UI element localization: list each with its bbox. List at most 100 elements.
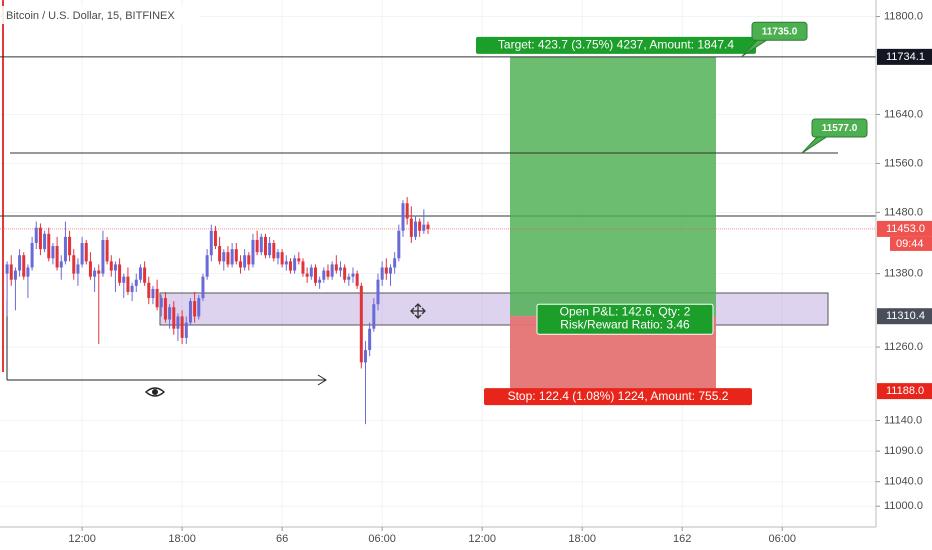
y-tick-label: 11000.0 — [884, 500, 923, 512]
y-tick-label: 11480.0 — [884, 206, 923, 218]
candle-body — [80, 242, 84, 265]
candle-body — [130, 285, 134, 292]
stop-label-bg — [484, 388, 752, 406]
price-axis-label-bg — [877, 48, 932, 65]
candle-body — [426, 224, 430, 229]
rr-label: Risk/Reward Ratio: 3.46 — [560, 317, 690, 331]
x-tick-label: 18:00 — [168, 533, 196, 545]
x-tick-label: 12:00 — [68, 533, 96, 545]
countdown-bg — [890, 236, 932, 251]
candle-body — [209, 230, 213, 256]
arrow-head — [317, 374, 327, 386]
candle-body — [234, 249, 238, 262]
candle-body — [334, 264, 338, 271]
candle-body — [259, 236, 263, 253]
y-tick-label: 11040.0 — [884, 476, 923, 488]
candle-body — [168, 307, 172, 320]
candle-body — [188, 301, 192, 323]
candle-body — [359, 285, 363, 363]
candle-body — [76, 264, 80, 274]
candle-body — [401, 203, 405, 231]
candle-body — [151, 288, 155, 299]
candle-body — [263, 236, 267, 256]
candle-body — [301, 261, 305, 274]
y-tick-label: 11090.0 — [884, 445, 923, 457]
candle-body — [184, 322, 188, 338]
callout-box — [811, 118, 868, 138]
candle-body — [313, 267, 317, 283]
candle-body — [43, 233, 47, 250]
candle-body — [318, 279, 322, 283]
candle-body — [405, 203, 409, 219]
candle-body — [388, 267, 392, 274]
candle-body — [118, 264, 122, 283]
candle-body — [393, 258, 397, 268]
overlay: Target: 423.7 (3.75%) 4237, Amount: 1847… — [476, 21, 868, 406]
candle-body — [272, 242, 276, 259]
y-tick-label: 11640.0 — [884, 108, 923, 120]
candle-body — [213, 230, 217, 247]
price-axis-label: 11310.4 — [886, 310, 925, 322]
callout-box — [751, 21, 808, 41]
candle-body — [172, 307, 176, 329]
candle-body — [134, 279, 138, 286]
candle-body — [68, 236, 72, 256]
candle-body — [372, 304, 376, 329]
price-axis-label: 11453.0 — [886, 223, 925, 235]
candle-body — [122, 276, 126, 283]
candle-body — [384, 267, 388, 274]
x-tick-label: 06:00 — [368, 533, 396, 545]
axes: 11800.0 11640.0 11560.0 11480.0 11380.0 11260… — [68, 10, 932, 545]
candle-body — [230, 249, 234, 265]
y-tick-label: 11560.0 — [884, 157, 923, 169]
candle-body — [9, 264, 13, 280]
candle-body — [113, 264, 117, 271]
candle-body — [47, 233, 51, 259]
stop-label: Stop: 122.4 (1.08%) 1224, Amount: 755.2 — [508, 389, 729, 403]
candle-body — [59, 261, 63, 268]
candle-body — [297, 258, 301, 262]
price-axis-label-bg — [877, 308, 932, 325]
candle-body — [84, 242, 88, 262]
candle-body — [363, 350, 367, 363]
callout-label: 11577.0 — [822, 123, 858, 134]
candle-body — [72, 255, 76, 274]
candle-body — [101, 239, 105, 274]
candle-body — [5, 264, 9, 274]
candle-body — [176, 316, 180, 329]
x-tick-label: 12:00 — [468, 533, 496, 545]
y-tick-label: 11140.0 — [884, 414, 922, 426]
candle-body — [276, 252, 280, 259]
candles — [5, 197, 430, 425]
candle-body — [147, 282, 151, 299]
price-axis-label: 11188.0 — [886, 385, 924, 397]
candle-body — [351, 273, 355, 277]
candle-body — [201, 276, 205, 299]
candle-body — [255, 239, 259, 253]
candle-body — [109, 261, 113, 271]
candle-body — [38, 227, 42, 250]
candle-body — [326, 270, 330, 277]
eye-icon[interactable] — [144, 387, 166, 397]
title-bg — [2, 6, 200, 24]
candle-body — [126, 276, 130, 292]
candle-body — [93, 270, 97, 277]
range-rectangle[interactable] — [159, 292, 829, 326]
candle-body — [268, 242, 272, 256]
candle-body — [97, 270, 101, 274]
candle-body — [288, 261, 292, 271]
candle-body — [293, 258, 297, 271]
candle-body — [163, 298, 167, 320]
candle-body — [55, 246, 59, 268]
x-tick-label: 06:00 — [768, 533, 796, 545]
candle-body — [13, 270, 17, 280]
candle-body — [226, 252, 230, 265]
x-tick-label: 162 — [673, 533, 691, 545]
candle-body — [159, 298, 163, 308]
candle-body — [180, 316, 184, 338]
candle-body — [34, 227, 38, 243]
candle-body — [418, 221, 422, 231]
target-label-bg — [476, 36, 756, 54]
price-axis-label: 11734.1 — [886, 51, 925, 63]
